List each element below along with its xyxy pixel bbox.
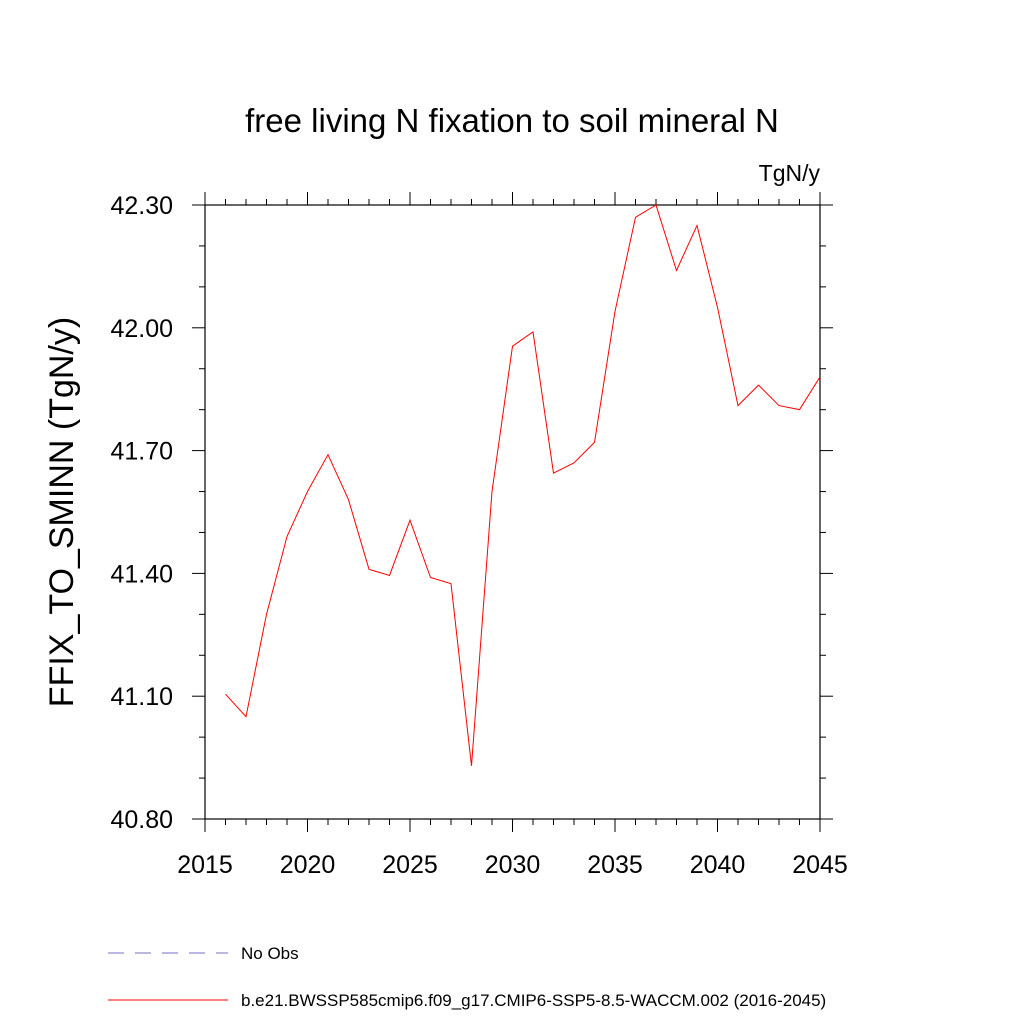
axis-tick-labels: 2015 2020 2025 2030 2035 2040 2045 40.80 41.10 41… <box>110 192 847 879</box>
legend: No Obs b.e21.BWSSP585cmip6.f09_g17.CMIP6-… <box>108 944 826 1010</box>
series-layer <box>225 204 821 766</box>
y-axis-label: FFIX_TO_SMINN (TgN/y) <box>43 317 81 707</box>
x-tick-label: 2025 <box>382 851 438 879</box>
y-tick-label: 42.30 <box>110 192 173 220</box>
x-tick-label: 2040 <box>690 851 746 879</box>
series-line-0 <box>225 204 821 766</box>
plot-frame <box>204 204 821 820</box>
units-label: TgN/y <box>759 160 821 186</box>
x-tick-label: 2020 <box>280 851 336 879</box>
legend-label-0: No Obs <box>241 944 299 963</box>
axis-ticks <box>192 192 833 832</box>
y-tick-label: 41.10 <box>110 683 173 711</box>
x-tick-label: 2015 <box>177 851 233 879</box>
legend-label-1: b.e21.BWSSP585cmip6.f09_g17.CMIP6-SSP5-8… <box>241 991 826 1010</box>
y-tick-label: 42.00 <box>110 315 173 343</box>
chart-title: free living N fixation to soil mineral N <box>245 102 779 139</box>
x-tick-label: 2045 <box>792 851 848 879</box>
x-tick-label: 2030 <box>485 851 541 879</box>
x-tick-label: 2035 <box>587 851 643 879</box>
y-tick-label: 41.70 <box>110 438 173 466</box>
y-tick-label: 40.80 <box>110 806 173 834</box>
y-tick-label: 41.40 <box>110 560 173 588</box>
